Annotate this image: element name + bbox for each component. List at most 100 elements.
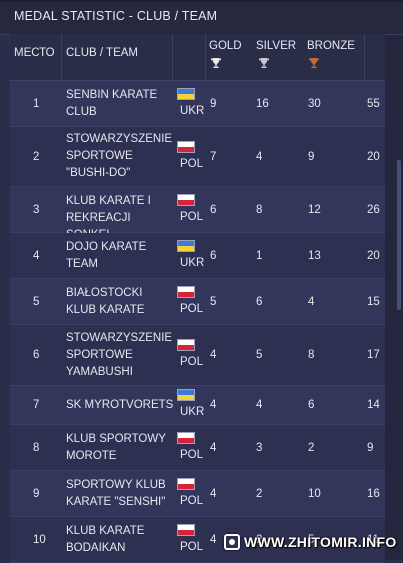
- scrollbar-thumb[interactable]: [397, 160, 401, 310]
- row-total: 20: [367, 250, 380, 262]
- header-silver[interactable]: SILVER: [256, 40, 297, 52]
- panel-title-bar: MEDAL STATISTIC - CLUB / TEAM: [0, 0, 403, 35]
- header-club[interactable]: CLUB / TEAM: [66, 47, 138, 59]
- row-place: 2: [33, 151, 40, 163]
- poland-flag-icon: [177, 432, 195, 444]
- row-place: 10: [33, 534, 46, 546]
- row-silver: 3: [256, 442, 263, 454]
- row-total: 26: [367, 204, 380, 216]
- row-bronze: 4: [308, 296, 315, 308]
- row-total: 11: [367, 534, 379, 546]
- club-name-line: KARATE "SENSHI": [66, 496, 166, 508]
- table-row[interactable]: 8 KLUB SPORTOWY MOROTE POL 4 3 2 9: [10, 425, 385, 471]
- row-total: 20: [367, 151, 380, 163]
- row-country-code: UKR: [180, 257, 205, 269]
- row-bronze: 9: [308, 151, 315, 163]
- row-gold: 4: [210, 488, 217, 500]
- ukraine-flag-icon: [177, 240, 195, 252]
- row-bronze: 30: [308, 98, 321, 110]
- row-place: 1: [33, 98, 40, 110]
- table-row[interactable]: 1 SENBIN KARATE CLUB UKR 9 16 30 55: [10, 81, 385, 127]
- row-country-code: UKR: [180, 406, 205, 418]
- table-row[interactable]: 10 KLUB KARATE BODAIKAN POL 4 2 5 11: [10, 517, 385, 563]
- club-name-line: SPORTOWE: [66, 349, 133, 361]
- row-bronze: 6: [308, 399, 315, 411]
- club-name-line: SPORTOWY KLUB: [66, 479, 166, 491]
- top-edge: [0, 0, 403, 2]
- table-row[interactable]: 6 STOWARZYSZENIE SPORTOWE YAMABUSHI POL 4 5 8 17: [10, 325, 385, 386]
- row-gold: 6: [210, 250, 217, 262]
- row-total: 15: [367, 296, 380, 308]
- row-place: 4: [33, 250, 40, 262]
- row-country-code: POL: [180, 356, 204, 368]
- row-club-name[interactable]: SENBIN KARATE CLUB: [66, 87, 174, 121]
- gold-trophy-icon: [211, 58, 221, 68]
- poland-flag-icon: [177, 524, 195, 536]
- header-gold[interactable]: GOLD: [209, 40, 242, 52]
- row-club-name[interactable]: STOWARZYSZENIE SPORTOWE "BUSHI-DO": [66, 131, 174, 182]
- row-club-name[interactable]: SPORTOWY KLUB KARATE "SENSHI": [66, 477, 174, 511]
- club-name-line: BIAŁOSTOCKI: [66, 287, 143, 299]
- row-club-name[interactable]: SK MYROTVORETS: [66, 397, 174, 414]
- table-row[interactable]: 2 STOWARZYSZENIE SPORTOWE "BUSHI-DO" POL 7 4 9 2…: [10, 127, 385, 187]
- row-place: 3: [33, 204, 40, 216]
- row-total: 55: [367, 98, 380, 110]
- poland-flag-icon: [177, 141, 195, 153]
- club-name-line: SPORTOWE: [66, 150, 133, 162]
- row-place: 6: [33, 349, 40, 361]
- club-name-line: CLUB: [66, 106, 97, 118]
- header-divider: [364, 34, 365, 80]
- watermark: WWW.ZHITOMIR.INFO: [244, 534, 397, 550]
- club-name-line: SK MYROTVORETS: [66, 399, 174, 411]
- row-bronze: 2: [308, 442, 315, 454]
- poland-flag-icon: [177, 478, 195, 490]
- table-header: [10, 34, 385, 81]
- row-club-name[interactable]: KLUB SPORTOWY MOROTE: [66, 431, 174, 465]
- row-silver: 2: [256, 534, 263, 546]
- row-silver: 1: [256, 250, 263, 262]
- row-club-name[interactable]: BIAŁOSTOCKI KLUB KARATE: [66, 285, 174, 319]
- row-total: 9: [367, 442, 374, 454]
- row-silver: 6: [256, 296, 263, 308]
- row-silver: 2: [256, 488, 263, 500]
- row-gold: 5: [210, 296, 217, 308]
- row-gold: 7: [210, 151, 217, 163]
- header-divider: [205, 34, 206, 80]
- row-bronze: 10: [308, 488, 321, 500]
- medal-table-body: 1 SENBIN KARATE CLUB UKR 9 16 30 55 2 STOWARZYSZE…: [10, 81, 385, 563]
- table-row[interactable]: 7 SK MYROTVORETS UKR 4 4 6 14: [10, 386, 385, 425]
- ukraine-flag-icon: [177, 389, 195, 401]
- row-total: 14: [367, 399, 380, 411]
- row-gold: 6: [210, 204, 217, 216]
- row-country-code: POL: [180, 541, 204, 553]
- row-country-code: POL: [180, 495, 204, 507]
- row-club-name[interactable]: STOWARZYSZENIE SPORTOWE YAMABUSHI: [66, 330, 174, 381]
- row-country-code: UKR: [180, 105, 205, 117]
- silver-trophy-icon: [259, 58, 269, 68]
- club-name-line: YAMABUSHI: [66, 366, 133, 378]
- row-silver: 4: [256, 399, 263, 411]
- row-club-name[interactable]: KLUB KARATE BODAIKAN: [66, 523, 174, 557]
- table-row[interactable]: 4 DOJO KARATE TEAM UKR 6 1 13 20: [10, 233, 385, 279]
- header-divider: [172, 34, 173, 80]
- table-row[interactable]: 9 SPORTOWY KLUB KARATE "SENSHI" POL 4 2 10 16: [10, 471, 385, 517]
- row-bronze: 5: [308, 534, 315, 546]
- table-row[interactable]: 5 BIAŁOSTOCKI KLUB KARATE POL 5 6 4 15: [10, 279, 385, 325]
- club-name-line: "BUSHI-DO": [66, 167, 131, 179]
- header-place[interactable]: МЕСТО: [14, 47, 55, 59]
- club-name-line: MOROTE: [66, 450, 117, 462]
- row-club-name[interactable]: DOJO KARATE TEAM: [66, 239, 174, 273]
- panel-title: MEDAL STATISTIC - CLUB / TEAM: [14, 9, 218, 23]
- row-country-code: POL: [180, 211, 204, 223]
- row-gold: 4: [210, 534, 217, 546]
- poland-flag-icon: [177, 339, 195, 351]
- club-name-line: DOJO KARATE: [66, 241, 147, 253]
- row-country-code: POL: [180, 303, 204, 315]
- row-silver: 8: [256, 204, 263, 216]
- row-bronze: 8: [308, 349, 315, 361]
- club-name-line: KLUB SPORTOWY: [66, 433, 166, 445]
- row-country-code: POL: [180, 158, 204, 170]
- header-bronze[interactable]: BRONZE: [307, 40, 355, 52]
- row-country-code: POL: [180, 449, 204, 461]
